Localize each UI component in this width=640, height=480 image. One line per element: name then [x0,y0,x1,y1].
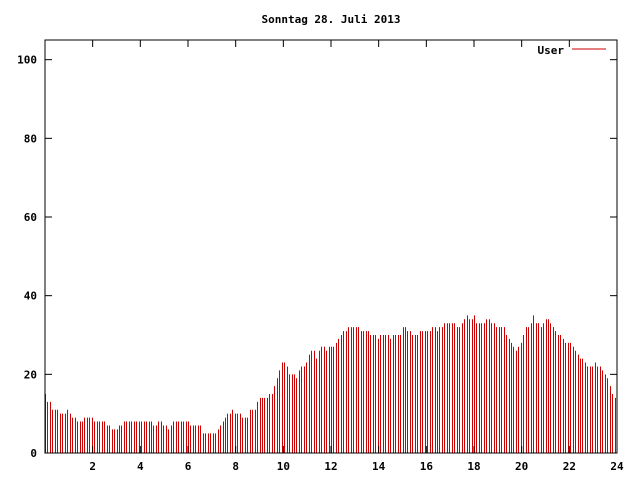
legend: User [538,44,606,57]
legend-label-user: User [538,44,565,57]
x-tick-label: 2 [89,460,96,473]
x-tick-label: 24 [610,460,624,473]
x-tick-label: 22 [563,460,576,473]
bar-series-user [45,315,616,453]
y-tick-label: 100 [17,54,37,67]
y-axis: 0 20 40 60 80 100 [17,54,617,460]
chart-title: Sonntag 28. Juli 2013 [261,13,400,26]
y-tick-label: 40 [24,290,37,303]
x-tick-label: 20 [515,460,528,473]
x-tick-label: 6 [185,460,192,473]
x-tick-label: 4 [137,460,144,473]
x-tick-label: 14 [372,460,386,473]
y-tick-label: 0 [30,447,37,460]
x-tick-label: 18 [467,460,480,473]
x-tick-label: 8 [232,460,239,473]
y-tick-label: 60 [24,211,37,224]
x-axis: 2 4 6 8 10 12 14 16 18 20 22 24 [89,40,624,473]
y-tick-label: 20 [24,368,37,381]
x-tick-label: 16 [420,460,434,473]
x-tick-label: 10 [277,460,290,473]
x-tick-label: 12 [324,460,337,473]
y-tick-label: 80 [24,132,37,145]
